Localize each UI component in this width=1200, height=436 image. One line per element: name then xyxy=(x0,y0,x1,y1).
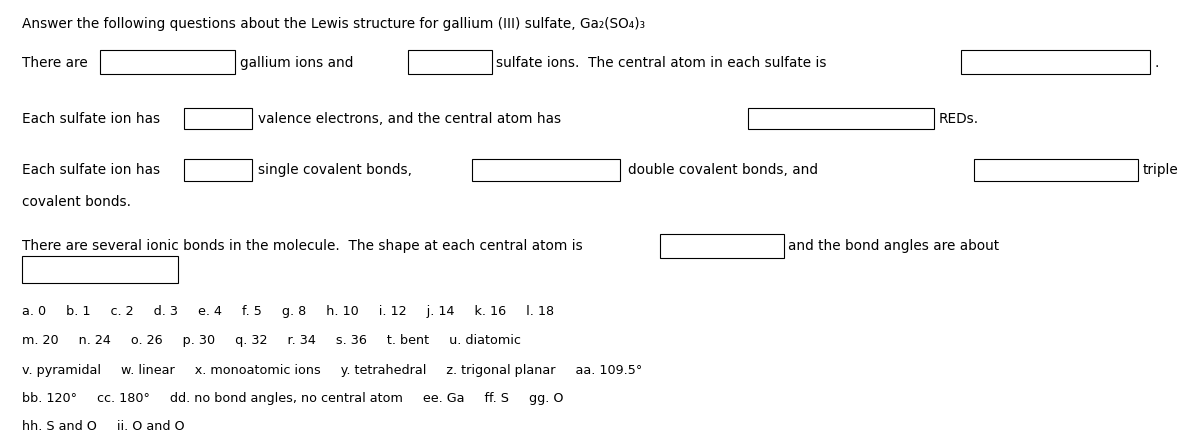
Text: sulfate ions.  The central atom in each sulfate is: sulfate ions. The central atom in each s… xyxy=(496,56,826,70)
Text: REDs.: REDs. xyxy=(938,112,978,126)
FancyBboxPatch shape xyxy=(22,256,178,283)
Text: bb. 120°     cc. 180°     dd. no bond angles, no central atom     ee. Ga     ff.: bb. 120° cc. 180° dd. no bond angles, no… xyxy=(22,392,563,405)
Text: and the bond angles are about: and the bond angles are about xyxy=(788,239,1000,253)
Text: a. 0     b. 1     c. 2     d. 3     e. 4     f. 5     g. 8     h. 10     i. 12  : a. 0 b. 1 c. 2 d. 3 e. 4 f. 5 g. 8 h. 10… xyxy=(22,305,553,318)
FancyBboxPatch shape xyxy=(184,159,252,181)
Text: covalent bonds.: covalent bonds. xyxy=(22,195,131,209)
Text: m. 20     n. 24     o. 26     p. 30     q. 32     r. 34     s. 36     t. bent   : m. 20 n. 24 o. 26 p. 30 q. 32 r. 34 s. 3… xyxy=(22,334,521,347)
FancyBboxPatch shape xyxy=(660,234,784,258)
Text: triple: triple xyxy=(1142,163,1178,177)
Text: There are several ionic bonds in the molecule.  The shape at each central atom i: There are several ionic bonds in the mol… xyxy=(22,239,587,253)
FancyBboxPatch shape xyxy=(472,159,620,181)
Text: Each sulfate ion has: Each sulfate ion has xyxy=(22,112,164,126)
Text: There are: There are xyxy=(22,56,91,70)
FancyBboxPatch shape xyxy=(748,108,934,129)
Text: .: . xyxy=(1154,56,1159,70)
FancyBboxPatch shape xyxy=(100,50,235,74)
Text: Each sulfate ion has: Each sulfate ion has xyxy=(22,163,164,177)
Text: hh. S and O     ii. O and O: hh. S and O ii. O and O xyxy=(22,420,185,433)
Text: gallium ions and: gallium ions and xyxy=(240,56,358,70)
Text: v. pyramidal     w. linear     x. monoatomic ions     y. tetrahedral     z. trig: v. pyramidal w. linear x. monoatomic ion… xyxy=(22,364,642,377)
Text: Answer the following questions about the Lewis structure for gallium (III) sulfa: Answer the following questions about the… xyxy=(22,17,644,31)
FancyBboxPatch shape xyxy=(184,108,252,129)
FancyBboxPatch shape xyxy=(974,159,1138,181)
Text: valence electrons, and the central atom has: valence electrons, and the central atom … xyxy=(258,112,565,126)
FancyBboxPatch shape xyxy=(408,50,492,74)
Text: double covalent bonds, and: double covalent bonds, and xyxy=(628,163,817,177)
FancyBboxPatch shape xyxy=(961,50,1150,74)
Text: single covalent bonds,: single covalent bonds, xyxy=(258,163,412,177)
